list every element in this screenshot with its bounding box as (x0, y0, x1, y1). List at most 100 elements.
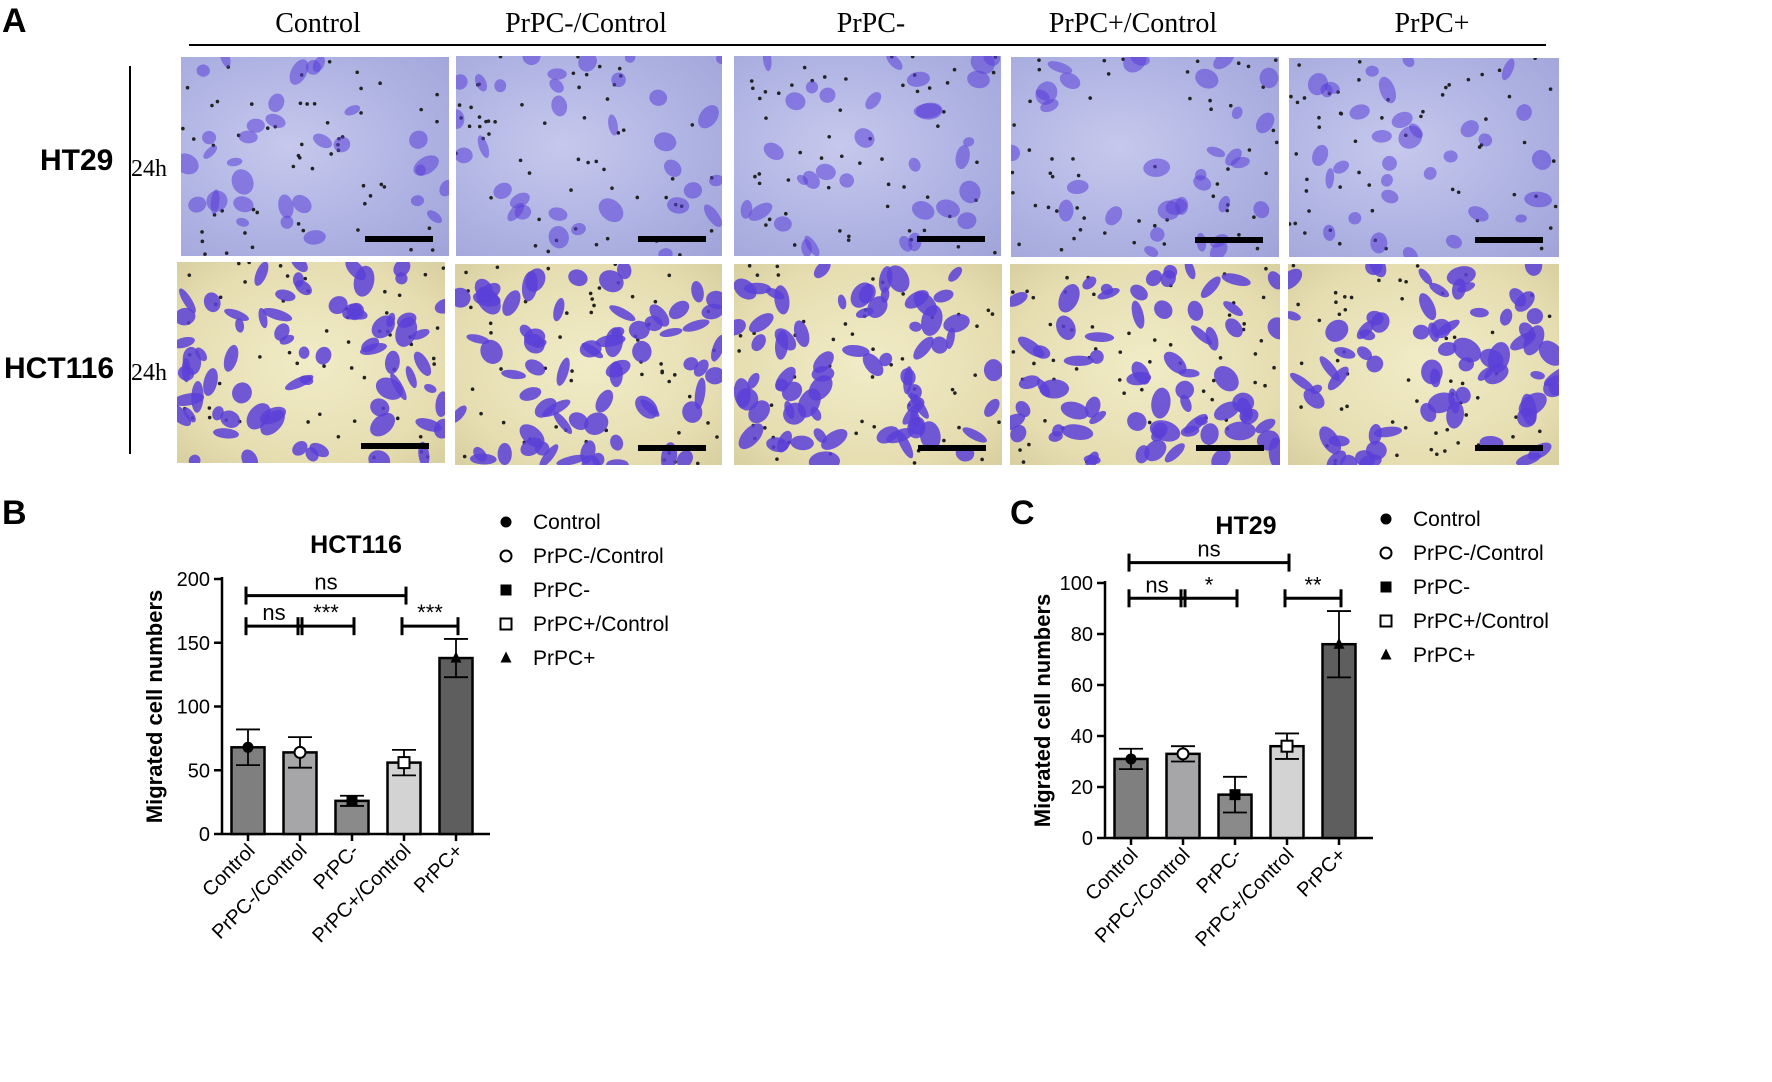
membrane-pore (1025, 289, 1029, 294)
membrane-pore (1048, 322, 1053, 327)
membrane-pore (1419, 114, 1423, 119)
stained-cell (1531, 149, 1552, 170)
stained-cell (456, 74, 468, 90)
scale-bar (638, 445, 706, 451)
membrane-pore (457, 103, 462, 107)
membrane-pore (749, 79, 754, 83)
stained-cell (1224, 421, 1256, 441)
membrane-pore (997, 420, 1001, 425)
membrane-pore (1147, 420, 1152, 425)
stained-cell (238, 130, 258, 144)
membrane-pore (758, 96, 762, 101)
legend-label: Control (533, 511, 601, 534)
membrane-pore (1443, 449, 1447, 453)
membrane-pore (1334, 300, 1338, 305)
membrane-pore (942, 438, 946, 443)
membrane-pore (1317, 125, 1322, 129)
membrane-pore (464, 270, 468, 275)
stained-cell (305, 447, 319, 462)
stained-cell (821, 429, 848, 450)
membrane-pore (690, 123, 695, 127)
stained-cell (1154, 300, 1173, 319)
stained-cell (659, 327, 683, 338)
stained-cell (783, 402, 807, 425)
stained-cell (796, 174, 809, 185)
membrane-pore (432, 362, 437, 366)
y-axis-label: Migrated cell numbers (142, 590, 167, 824)
membrane-pore (1264, 171, 1268, 176)
stained-cell (1010, 424, 1027, 443)
stained-cell (268, 93, 285, 113)
membrane-pore (1289, 94, 1293, 99)
legend-label: PrPC+ (1413, 644, 1475, 667)
membrane-pore (1511, 434, 1515, 439)
membrane-pore (1305, 177, 1309, 182)
legend-label: Control (1413, 508, 1481, 531)
stained-cell (579, 340, 602, 358)
membrane-pore (747, 264, 752, 268)
membrane-pore (1291, 264, 1296, 268)
membrane-pore (737, 349, 741, 353)
stained-cell (292, 441, 308, 456)
membrane-pore (1215, 182, 1220, 186)
stained-cell (224, 308, 249, 321)
membrane-pore (1168, 343, 1173, 347)
membrane-pore (346, 340, 351, 344)
stained-cell (1061, 424, 1094, 440)
membrane-pore (1033, 203, 1038, 208)
stained-cell (1223, 301, 1243, 317)
stained-cell (1516, 104, 1532, 121)
stained-cell (854, 128, 875, 148)
membrane-pore (278, 264, 283, 268)
stained-cell (480, 339, 503, 364)
stained-cell (1097, 288, 1120, 300)
stained-cell (220, 410, 241, 428)
membrane-pore (361, 183, 366, 188)
stained-cell (711, 334, 722, 362)
membrane-pore (1440, 93, 1445, 97)
stained-cell (774, 328, 797, 351)
membrane-pore (798, 150, 803, 155)
membrane-pore (942, 110, 946, 114)
stained-cell (551, 95, 568, 117)
membrane-pore (670, 177, 675, 181)
membrane-pore (1082, 216, 1086, 220)
x-tick-label: PrPC-/Control (1091, 844, 1195, 948)
membrane-pore (1185, 70, 1190, 74)
bar (438, 656, 474, 836)
membrane-pore (384, 311, 389, 315)
stained-cell (1221, 273, 1251, 287)
stained-cell (1524, 191, 1552, 208)
stained-cell (494, 79, 507, 93)
membrane-pore (872, 424, 877, 429)
stained-cell (1312, 144, 1329, 167)
stained-cell (808, 451, 841, 465)
membrane-pore (1247, 148, 1252, 152)
membrane-pore (1209, 107, 1213, 112)
membrane-pore (379, 182, 384, 187)
membrane-pore (709, 229, 714, 233)
membrane-pore (258, 355, 262, 359)
membrane-pore (577, 85, 581, 90)
stained-cell (434, 298, 445, 314)
membrane-pore (1547, 314, 1552, 319)
stained-cell (734, 319, 746, 336)
stained-cell (983, 56, 1001, 66)
membrane-pore (368, 194, 373, 198)
membrane-pore (336, 434, 341, 439)
membrane-pore (1148, 359, 1152, 364)
stained-cell (1325, 168, 1335, 189)
membrane-pore (1117, 378, 1122, 382)
stained-cell (839, 173, 854, 188)
stained-cell (313, 133, 333, 149)
stained-cell (509, 192, 530, 209)
membrane-pore (298, 101, 303, 106)
membrane-pore (584, 72, 589, 77)
stained-cell (1530, 370, 1545, 380)
stained-cell (1366, 310, 1384, 326)
significance-label: * (1205, 572, 1214, 597)
membrane-pore (659, 362, 663, 366)
column-header-prpc-plus: PrPC+ (1394, 8, 1470, 39)
membrane-pore (1445, 427, 1450, 432)
membrane-pore (1317, 318, 1322, 323)
